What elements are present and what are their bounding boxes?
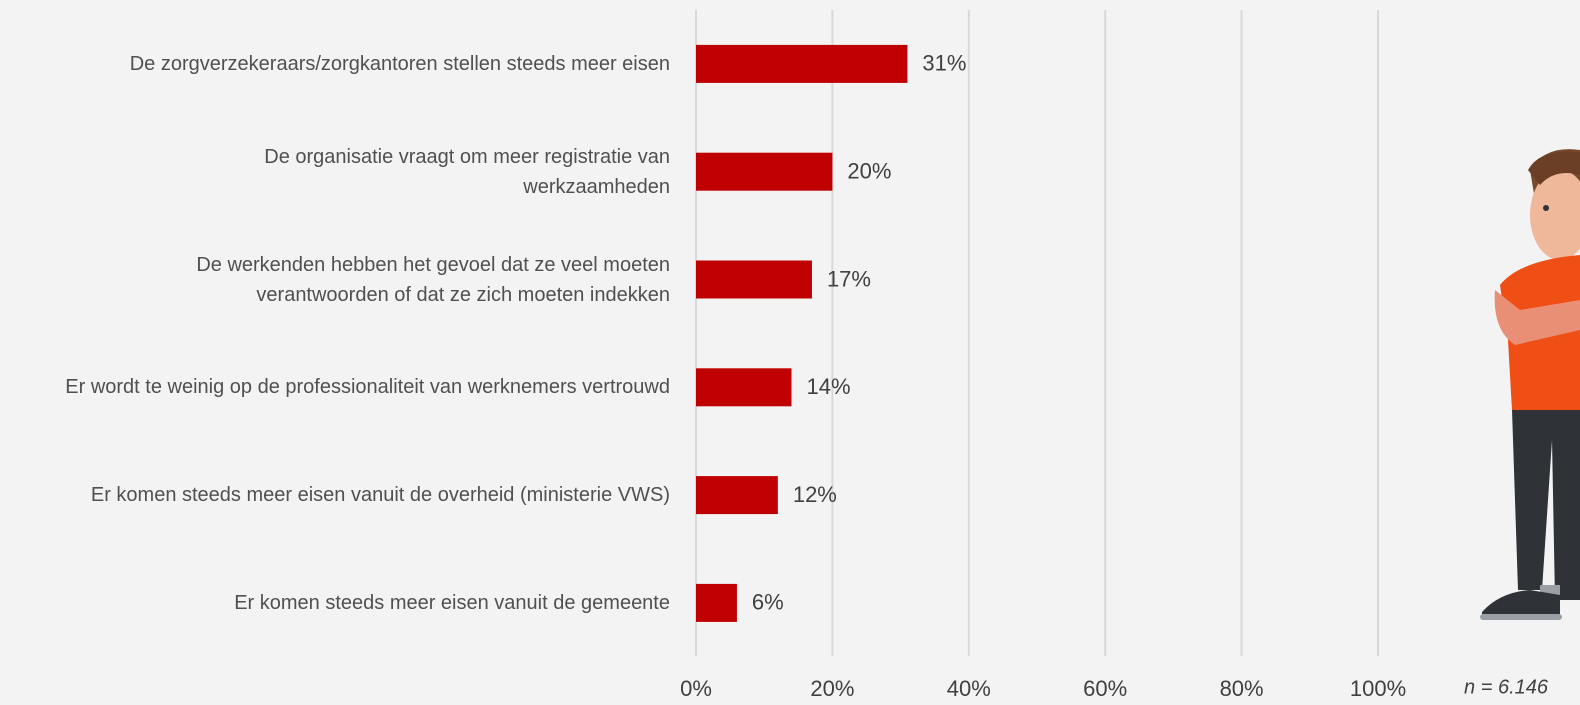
value-label: 20% xyxy=(847,159,891,184)
bar xyxy=(696,152,833,191)
value-label: 6% xyxy=(752,590,784,615)
x-tick-label: 0% xyxy=(680,676,712,701)
bar xyxy=(696,583,737,622)
category-label: Er komen steeds meer eisen vanuit de gem… xyxy=(234,591,670,614)
sample-size-note: n = 6.146 xyxy=(1464,676,1549,698)
value-label: 17% xyxy=(827,266,871,291)
value-label: 12% xyxy=(793,482,837,507)
category-label: De zorgverzekeraars/zorgkantoren stellen… xyxy=(129,52,670,75)
x-tick-label: 20% xyxy=(810,676,854,701)
category-label: Er wordt te weinig op de professionalite… xyxy=(65,376,670,399)
bar xyxy=(696,368,792,407)
x-tick-label: 60% xyxy=(1083,676,1127,701)
x-tick-label: 100% xyxy=(1350,676,1406,701)
value-label: 14% xyxy=(806,374,850,399)
bar xyxy=(696,476,778,515)
illustration xyxy=(1480,149,1580,620)
value-label: 31% xyxy=(922,51,966,76)
bar xyxy=(696,260,812,299)
x-tick-label: 40% xyxy=(947,676,991,701)
category-label: De organisatie vraagt om meer registrati… xyxy=(264,145,670,198)
category-label: Er komen steeds meer eisen vanuit de ove… xyxy=(90,484,670,507)
x-tick-label: 80% xyxy=(1220,676,1264,701)
category-label: De werkenden hebben het gevoel dat ze ve… xyxy=(196,253,670,306)
bar xyxy=(696,44,908,83)
